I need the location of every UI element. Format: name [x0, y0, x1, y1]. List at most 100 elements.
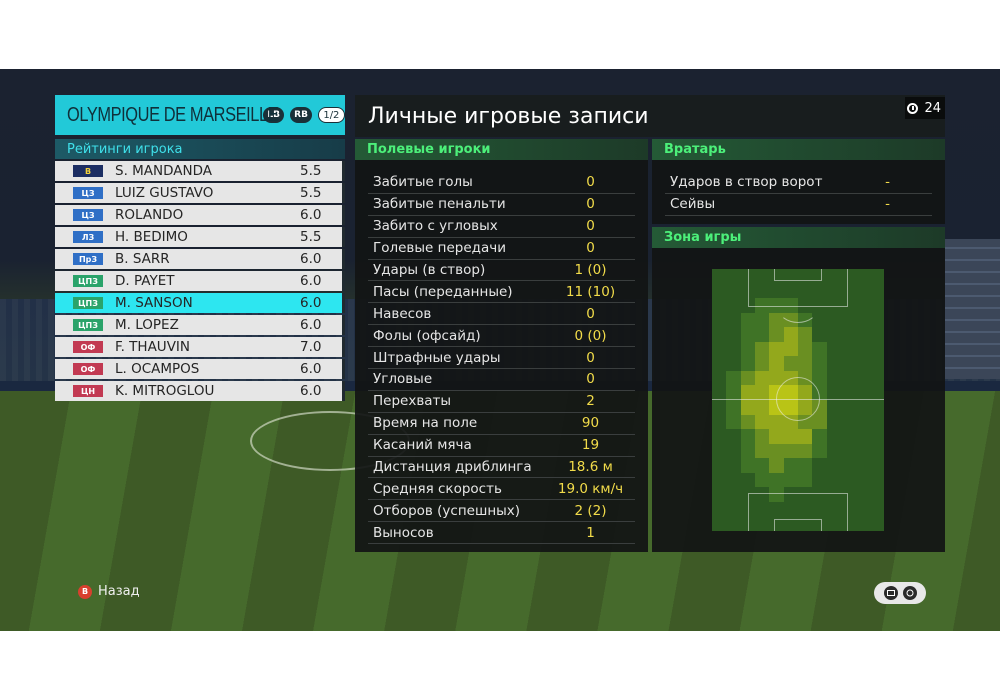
- player-row[interactable]: ЦПЗ D. PAYET 6.0: [55, 271, 345, 291]
- field-players-panel: Полевые игроки Забитые голы 0 Забитые пена…: [355, 139, 648, 552]
- heatmap-cell: [812, 414, 827, 430]
- stadium-building: [945, 239, 1000, 379]
- rb-button[interactable]: RB: [290, 107, 312, 123]
- position-badge: ОФ: [73, 363, 103, 375]
- stat-label: Касаний мяча: [373, 437, 472, 454]
- stat-label: Забитые голы: [373, 174, 473, 191]
- player-row[interactable]: ЦЗ LUIZ GUSTAVO 5.5: [55, 183, 345, 203]
- heatmap-cell: [812, 327, 827, 342]
- rs-button-icon[interactable]: [902, 586, 917, 600]
- player-row[interactable]: В S. MANDANDA 5.5: [55, 161, 345, 181]
- heatmap-cell: [826, 312, 841, 328]
- player-name: S. MANDANDA: [115, 163, 213, 179]
- heatmap-cell: [754, 472, 770, 488]
- heatmap-cell: [783, 429, 798, 444]
- heatmap-cell: [797, 487, 813, 502]
- heatmap-cell: [840, 356, 856, 371]
- player-rating: 6.0: [300, 273, 322, 289]
- heatmap-cell: [869, 487, 884, 502]
- stat-label: Забитые пенальти: [373, 196, 506, 213]
- heatmap-cell: [740, 283, 755, 299]
- heatmap-cell: [855, 269, 870, 284]
- heatmap-cell: [769, 501, 784, 517]
- field-players-title: Полевые игроки: [367, 142, 491, 157]
- player-name: D. PAYET: [115, 273, 175, 289]
- heatmap-cell: [754, 356, 770, 371]
- stat-value: 0: [586, 371, 595, 388]
- back-button[interactable]: B Назад: [78, 584, 140, 599]
- goalkeeper-header: Вратарь: [652, 139, 945, 160]
- heatmap-cell: [797, 501, 813, 517]
- stat-value: 0: [586, 174, 595, 191]
- heatmap-cell: [826, 341, 841, 357]
- heatmap-cell: [712, 443, 727, 459]
- stat-value: 19: [581, 437, 600, 454]
- heatmap-cell: [869, 269, 884, 284]
- heatmap: [712, 269, 884, 531]
- heatmap-cell: [740, 341, 755, 357]
- lb-button[interactable]: LB: [263, 107, 285, 123]
- heatmap-cell: [826, 472, 841, 488]
- heatmap-cell: [812, 370, 827, 386]
- player-row[interactable]: ЦПЗ M. LOPEZ 6.0: [55, 315, 345, 335]
- heatmap-cell: [869, 327, 884, 342]
- heatmap-cell: [769, 516, 784, 531]
- heatmap-cell: [869, 443, 884, 459]
- player-name: F. THAUVIN: [115, 339, 191, 355]
- heatmap-cell: [840, 399, 856, 415]
- heatmap-cell: [797, 327, 813, 342]
- heatmap-cell: [855, 516, 870, 531]
- chat-icon[interactable]: [883, 586, 898, 600]
- player-row[interactable]: ЦЗ ROLANDO 6.0: [55, 205, 345, 225]
- heatmap-cell: [840, 385, 856, 400]
- heatmap-cell: [840, 516, 856, 531]
- stat-value: 2: [586, 393, 595, 410]
- position-badge: ЛЗ: [73, 231, 103, 243]
- stat-label: Голевые передачи: [373, 240, 507, 257]
- player-row[interactable]: ЦПЗ M. SANSON 6.0: [55, 293, 345, 313]
- footer-controls[interactable]: [874, 582, 926, 604]
- penalty-arc-top: [778, 293, 818, 323]
- heatmap-cell: [740, 501, 755, 517]
- heatmap-cell: [726, 399, 741, 415]
- stat-row: Пасы (переданные) 11 (10): [368, 281, 635, 304]
- position-badge: ЦПЗ: [73, 275, 103, 287]
- heatmap-cell: [826, 298, 841, 313]
- heatmap-cell: [740, 356, 755, 371]
- heatmap-cell: [712, 283, 727, 299]
- player-row[interactable]: ОФ F. THAUVIN 7.0: [55, 337, 345, 357]
- player-name: M. LOPEZ: [115, 317, 179, 333]
- heatmap-cell: [869, 414, 884, 430]
- heatmap-cell: [769, 312, 784, 328]
- stat-label: Ударов в створ ворот: [670, 174, 823, 191]
- heatmap-cell: [740, 429, 755, 444]
- heatmap-cell: [840, 472, 856, 488]
- heatmap-cell: [855, 443, 870, 459]
- heatmap-cell: [869, 501, 884, 517]
- position-badge: ПрЗ: [73, 253, 103, 265]
- heatmap-cell: [797, 341, 813, 357]
- player-row[interactable]: ОФ L. OCAMPOS 6.0: [55, 359, 345, 379]
- heatmap-cell: [840, 487, 856, 502]
- heatmap-cell: [797, 429, 813, 444]
- heatmap-cell: [826, 399, 841, 415]
- stat-value: 0 (0): [574, 327, 607, 344]
- player-name: K. MITROGLOU: [115, 383, 215, 399]
- heatmap-cell: [769, 429, 784, 444]
- heatmap-cell: [812, 472, 827, 488]
- stat-label: Навесов: [373, 305, 432, 322]
- player-row[interactable]: ЦН K. MITROGLOU 6.0: [55, 381, 345, 401]
- position-badge: ЦН: [73, 385, 103, 397]
- player-row[interactable]: ЛЗ H. BEDIMO 5.5: [55, 227, 345, 247]
- player-row[interactable]: ПрЗ B. SARR 6.0: [55, 249, 345, 269]
- heatmap-cell: [754, 341, 770, 357]
- heatmap-cell: [855, 385, 870, 400]
- heatmap-cell: [855, 312, 870, 328]
- heatmap-cell: [840, 341, 856, 357]
- heatmap-cell: [754, 312, 770, 328]
- heatmap-cell: [712, 472, 727, 488]
- ratings-header: Рейтинги игрока: [55, 139, 345, 159]
- stat-row: Ударов в створ ворот -: [665, 172, 932, 194]
- heatmap-cell: [726, 472, 741, 488]
- heatmap-cell: [855, 399, 870, 415]
